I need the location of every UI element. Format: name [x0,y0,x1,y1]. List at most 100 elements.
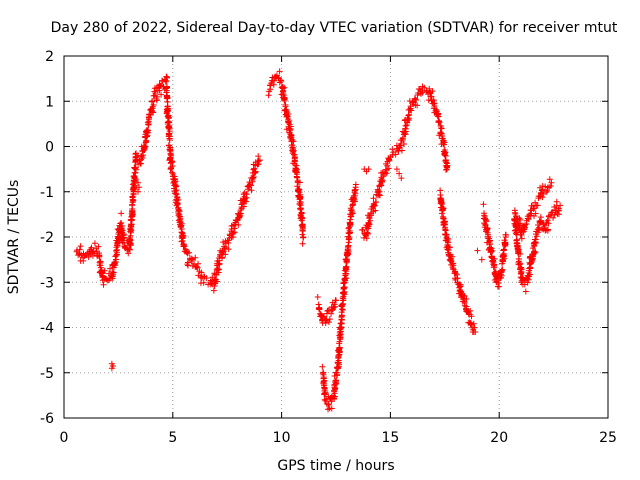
data-point [373,199,380,206]
data-point [242,198,249,205]
data-point [500,247,507,254]
data-point [542,183,549,190]
data-point [198,269,205,276]
data-point [256,157,263,164]
data-point [551,212,558,219]
data-point [517,250,524,257]
data-point [210,287,217,294]
data-point [536,193,543,200]
data-point [143,137,150,144]
data-point [181,243,188,250]
data-point [321,382,328,389]
data-point [501,237,508,244]
data-point [163,73,170,80]
data-point [443,166,450,173]
data-point [468,313,475,320]
data-point [461,292,468,299]
data-point [531,205,538,212]
data-point [367,217,374,224]
data-point [522,288,529,295]
data-point [294,174,301,181]
data-point [322,389,329,396]
data-point [328,405,335,412]
data-point [339,306,346,313]
data-point [176,208,183,215]
data-point [169,169,176,176]
data-point [498,267,505,274]
data-point [154,93,161,100]
data-point [472,329,479,336]
y-tick-label: -6 [40,411,54,427]
y-tick-label: 0 [45,140,54,156]
y-tick-label: 2 [45,49,54,65]
data-point [550,214,557,221]
data-point [139,154,146,161]
data-point [118,219,125,226]
data-point [180,242,187,249]
data-point [439,133,446,140]
data-point [513,229,520,236]
data-point [248,187,255,194]
data-point [200,279,207,286]
data-point [131,165,138,172]
x-tick-label: 25 [599,430,617,446]
data-point [338,324,345,331]
data-point [340,295,347,302]
data-point [184,261,191,268]
data-point [276,68,283,75]
data-point [144,133,151,140]
data-point [319,370,326,377]
data-point [297,191,304,198]
data-point [277,77,284,84]
data-point [128,224,135,231]
data-point [132,166,139,173]
data-point [299,240,306,247]
data-point [77,243,84,250]
data-point [437,130,444,137]
data-point [131,185,138,192]
data-point [532,236,539,243]
y-tick-label: -4 [40,321,54,337]
data-point [192,254,199,261]
data-point [351,198,358,205]
data-point [100,281,107,288]
data-point [149,97,156,104]
data-point [315,301,322,308]
data-point [418,90,425,97]
data-point [384,162,391,169]
data-point [555,205,562,212]
data-point [184,262,191,269]
data-point [168,164,175,171]
data-point [290,138,297,145]
data-point [229,234,236,241]
data-point [457,283,464,290]
data-point [443,231,450,238]
chart-title: Day 280 of 2022, Sidereal Day-to-day VTE… [51,20,618,36]
data-point [352,184,359,191]
y-tick-label: -3 [40,275,54,291]
data-point [400,136,407,143]
data-point [178,220,185,227]
data-point [347,221,354,228]
data-point [349,210,356,217]
data-point [134,152,141,159]
data-point [524,215,531,222]
data-point [449,253,456,260]
data-point [255,161,262,168]
data-point [436,119,443,126]
data-point [547,183,554,190]
data-point [502,243,509,250]
data-point [231,229,238,236]
data-point [127,242,134,249]
data-point [501,255,508,262]
data-point [216,260,223,267]
data-point [163,85,170,92]
data-point [120,240,127,247]
data-point [392,151,399,158]
data-point [172,183,179,190]
y-tick-label: -2 [40,230,54,246]
data-point [532,249,539,256]
data-point [372,207,379,214]
data-point [176,207,183,214]
data-point [383,170,390,177]
